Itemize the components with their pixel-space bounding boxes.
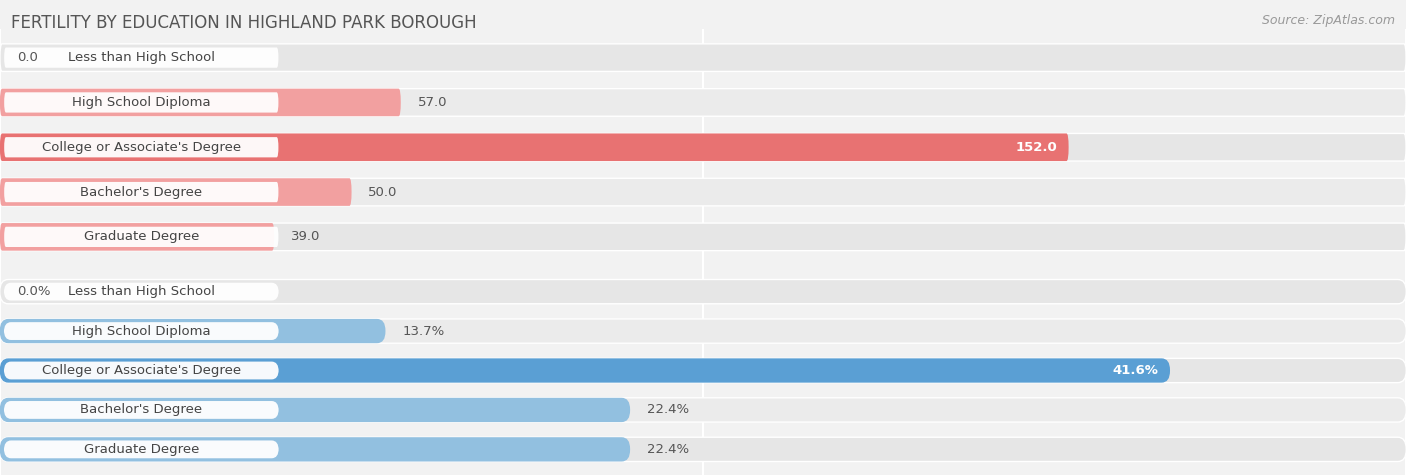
Text: Source: ZipAtlas.com: Source: ZipAtlas.com: [1261, 14, 1395, 27]
FancyBboxPatch shape: [0, 358, 1406, 383]
Text: High School Diploma: High School Diploma: [72, 324, 211, 338]
Text: 152.0: 152.0: [1015, 141, 1057, 154]
FancyBboxPatch shape: [0, 319, 1406, 343]
Text: FERTILITY BY EDUCATION IN HIGHLAND PARK BOROUGH: FERTILITY BY EDUCATION IN HIGHLAND PARK …: [11, 14, 477, 32]
FancyBboxPatch shape: [0, 437, 1406, 462]
Text: 41.6%: 41.6%: [1112, 364, 1159, 377]
Text: 13.7%: 13.7%: [402, 324, 444, 338]
FancyBboxPatch shape: [4, 227, 278, 247]
Text: 39.0: 39.0: [291, 230, 321, 243]
FancyBboxPatch shape: [0, 223, 274, 251]
FancyBboxPatch shape: [0, 178, 1406, 206]
FancyBboxPatch shape: [0, 44, 1406, 71]
Text: Bachelor's Degree: Bachelor's Degree: [80, 403, 202, 417]
FancyBboxPatch shape: [0, 358, 1170, 383]
Text: 0.0%: 0.0%: [17, 285, 51, 298]
Text: 57.0: 57.0: [418, 96, 447, 109]
FancyBboxPatch shape: [0, 437, 630, 462]
Text: Less than High School: Less than High School: [67, 51, 215, 64]
FancyBboxPatch shape: [4, 92, 278, 113]
FancyBboxPatch shape: [0, 319, 385, 343]
FancyBboxPatch shape: [0, 178, 352, 206]
Text: Less than High School: Less than High School: [67, 285, 215, 298]
FancyBboxPatch shape: [4, 322, 278, 340]
FancyBboxPatch shape: [0, 398, 1406, 422]
FancyBboxPatch shape: [0, 89, 1406, 116]
FancyBboxPatch shape: [0, 133, 1069, 161]
FancyBboxPatch shape: [4, 48, 278, 68]
Text: College or Associate's Degree: College or Associate's Degree: [42, 141, 240, 154]
Text: 22.4%: 22.4%: [647, 403, 689, 417]
Text: College or Associate's Degree: College or Associate's Degree: [42, 364, 240, 377]
Text: Graduate Degree: Graduate Degree: [83, 443, 200, 456]
FancyBboxPatch shape: [0, 133, 1406, 161]
FancyBboxPatch shape: [0, 279, 1406, 304]
Text: 22.4%: 22.4%: [647, 443, 689, 456]
Text: 0.0: 0.0: [17, 51, 38, 64]
FancyBboxPatch shape: [0, 223, 1406, 251]
Text: 50.0: 50.0: [368, 186, 398, 199]
Text: High School Diploma: High School Diploma: [72, 96, 211, 109]
Text: Bachelor's Degree: Bachelor's Degree: [80, 186, 202, 199]
FancyBboxPatch shape: [4, 440, 278, 458]
FancyBboxPatch shape: [0, 89, 401, 116]
FancyBboxPatch shape: [4, 361, 278, 380]
FancyBboxPatch shape: [4, 401, 278, 419]
FancyBboxPatch shape: [0, 398, 630, 422]
Text: Graduate Degree: Graduate Degree: [83, 230, 200, 243]
FancyBboxPatch shape: [4, 283, 278, 301]
FancyBboxPatch shape: [4, 137, 278, 157]
FancyBboxPatch shape: [4, 182, 278, 202]
